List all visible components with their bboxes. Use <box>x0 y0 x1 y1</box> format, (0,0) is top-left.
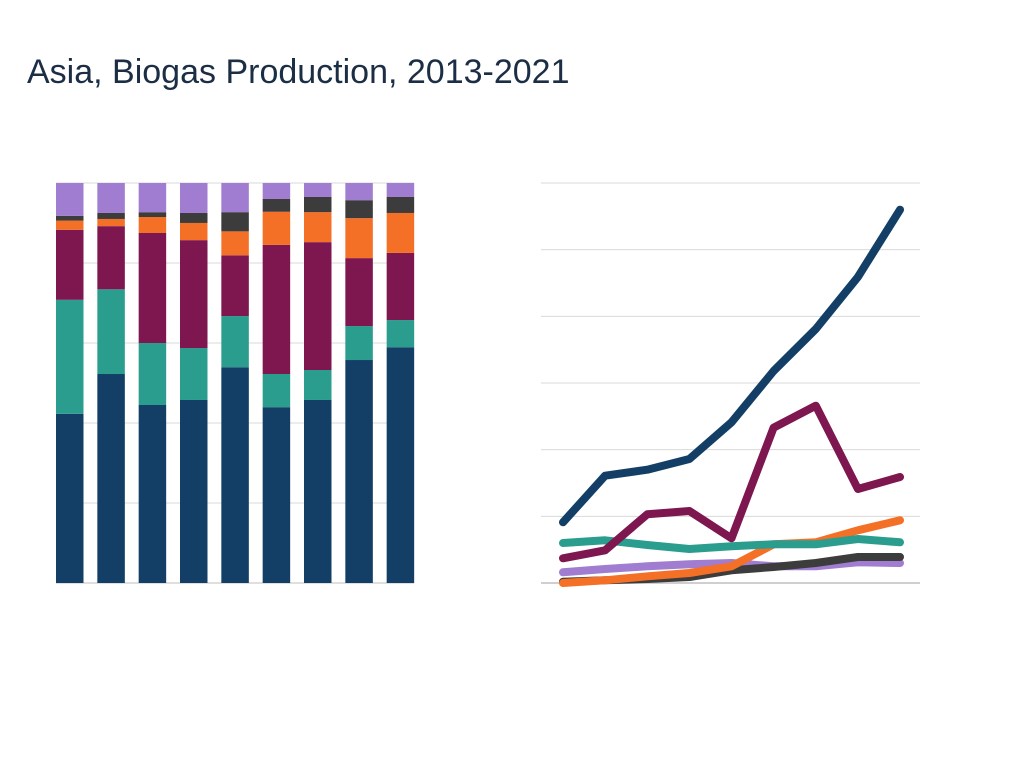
bar-segment <box>56 299 84 414</box>
bar-segment <box>97 183 125 213</box>
bar-segment <box>262 244 291 375</box>
bar-segment <box>221 231 249 256</box>
bar-2017 <box>221 183 249 583</box>
bar-segment <box>56 220 84 230</box>
bar-2015 <box>138 183 167 583</box>
bar-segment <box>221 255 249 317</box>
bar-segment <box>386 320 415 348</box>
bar-segment <box>221 316 249 368</box>
bar-segment <box>386 183 415 197</box>
bar-segment <box>345 218 373 259</box>
bar-2021 <box>386 183 415 583</box>
bar-segment <box>138 183 167 213</box>
bar-segment <box>180 222 208 241</box>
bar-segment <box>97 212 125 219</box>
bar-segment <box>345 326 373 361</box>
bar-segment <box>180 399 208 583</box>
bar-segment <box>138 405 167 583</box>
bar-segment <box>262 198 291 212</box>
bar-segment <box>138 233 167 343</box>
bar-segment <box>138 217 167 233</box>
line-series-1 <box>559 205 904 527</box>
bar-segment <box>304 370 332 400</box>
bar-segment <box>56 229 84 300</box>
bar-segment <box>97 226 125 290</box>
bar-segment <box>386 196 415 213</box>
bar-segment <box>262 183 291 199</box>
bar-segment <box>138 343 167 405</box>
bar-segment <box>345 258 373 327</box>
bar-segment <box>97 289 125 375</box>
bar-2020 <box>345 183 373 583</box>
bar-segment <box>345 200 373 219</box>
bar-segment <box>304 212 332 243</box>
bar-segment <box>386 212 415 253</box>
bar-segment <box>221 183 249 213</box>
bar-segment <box>304 183 332 197</box>
bar-segment <box>56 183 84 216</box>
page-title: Asia, Biogas Production, 2013-2021 <box>27 52 570 91</box>
bar-segment <box>221 212 249 232</box>
bar-segment <box>97 374 125 583</box>
bar-segment <box>180 212 208 223</box>
bar-segment <box>180 183 208 213</box>
bar-segment <box>304 399 332 583</box>
bar-2016 <box>180 183 208 583</box>
bar-segment <box>386 347 415 583</box>
bar-2018 <box>262 183 291 583</box>
line-series-3 <box>559 401 904 563</box>
bar-segment <box>304 196 332 213</box>
bar-segment <box>345 360 373 583</box>
bar-segment <box>345 183 373 201</box>
bar-segment <box>221 367 249 583</box>
bar-segment <box>386 252 415 321</box>
bar-segment <box>180 348 208 400</box>
bar-segment <box>138 212 167 217</box>
bar-segment <box>262 407 291 583</box>
bar-segment <box>97 218 125 227</box>
line-series-4 <box>559 516 904 587</box>
bar-segment <box>56 215 84 221</box>
bar-2019 <box>304 183 332 583</box>
bar-segment <box>180 240 208 349</box>
bar-segment <box>56 413 84 583</box>
bar-segment <box>304 242 332 371</box>
bar-2014 <box>97 183 125 583</box>
bar-segment <box>262 211 291 245</box>
bar-2013 <box>56 183 84 583</box>
bar-segment <box>262 374 291 408</box>
